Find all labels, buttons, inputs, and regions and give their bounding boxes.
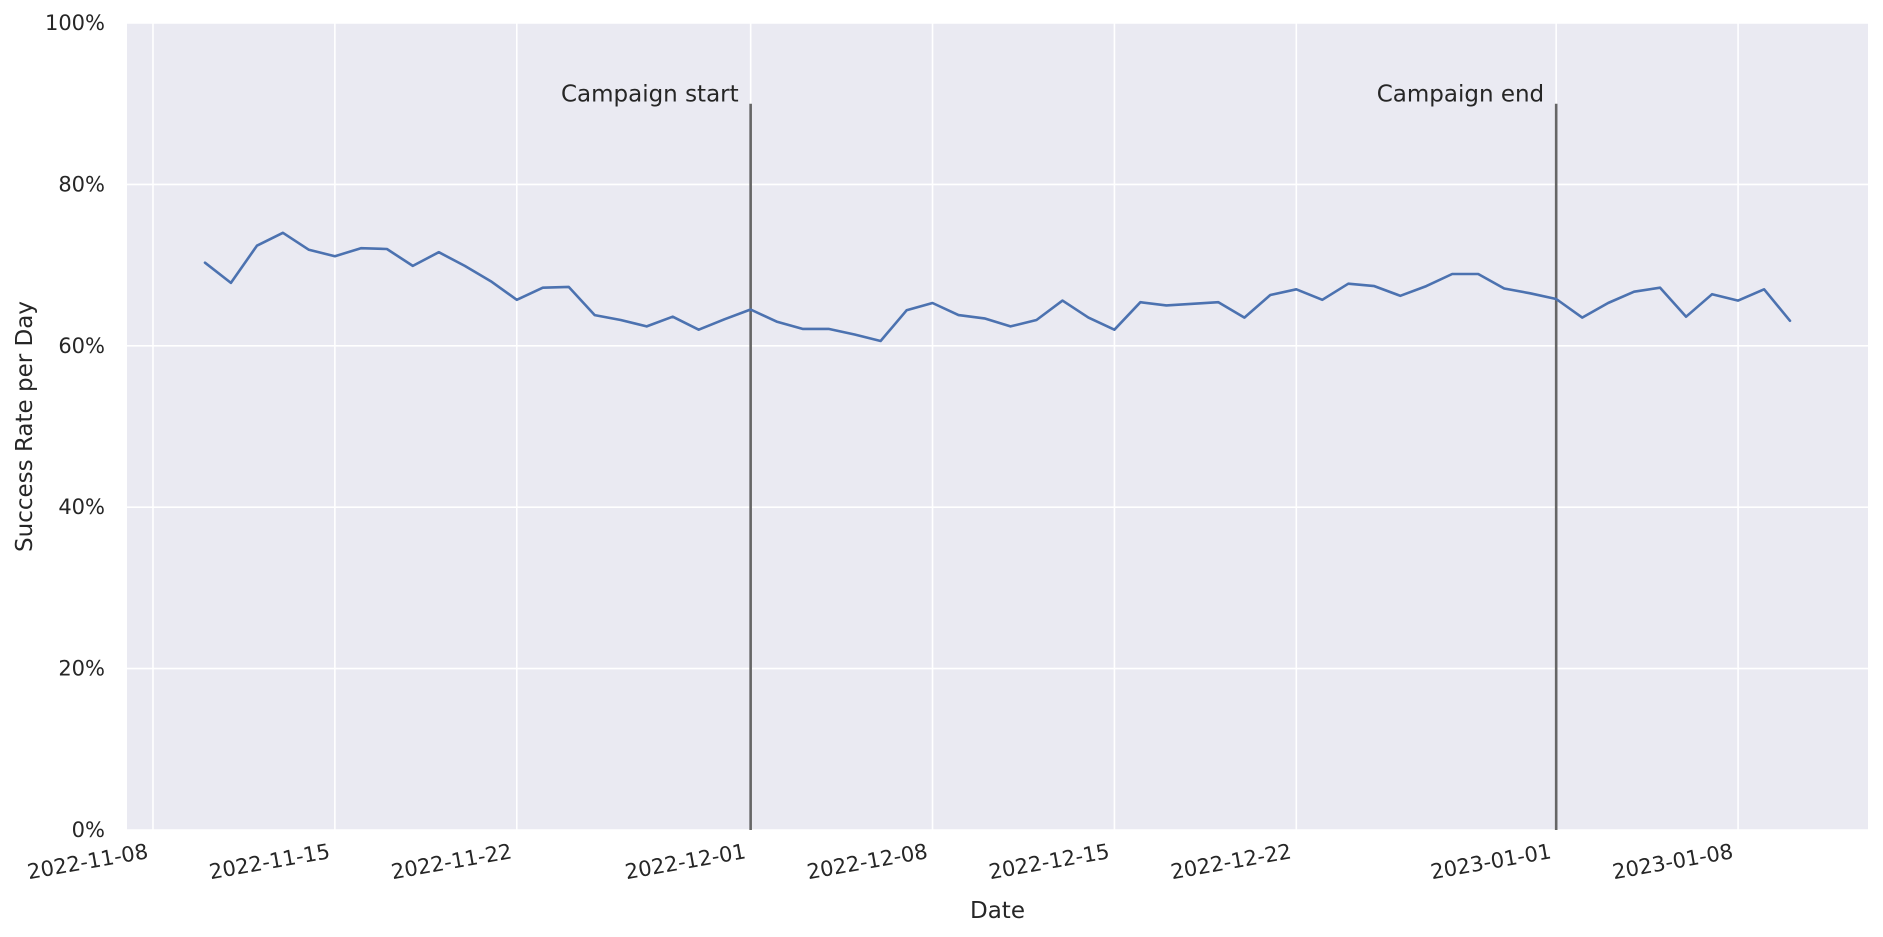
x-tick-label: 2022-12-22: [1169, 839, 1293, 884]
y-tick-label: 20%: [58, 657, 105, 681]
y-tick-label: 0%: [72, 818, 105, 842]
y-tick-label: 80%: [58, 172, 105, 196]
annotation-labels: Campaign start Campaign end: [561, 82, 1544, 108]
x-tick-label: 2023-01-01: [1429, 839, 1553, 884]
y-tick-label: 100%: [45, 11, 105, 35]
x-tick-label: 2022-12-08: [805, 839, 929, 884]
y-axis-title: Success Rate per Day: [12, 301, 38, 552]
x-axis-title: Date: [970, 898, 1025, 924]
x-axis-ticks: 2022-11-08 2022-11-15 2022-11-22 2022-12-01…: [25, 839, 1734, 884]
series-layer: [203, 231, 1792, 343]
x-tick-label: 2023-01-08: [1611, 839, 1735, 884]
annotation-lines: [749, 103, 1558, 830]
x-tick-label: 2022-12-01: [623, 839, 747, 884]
y-axis-ticks: 0% 20% 40% 60% 80% 100%: [45, 11, 105, 842]
x-tick-label: 2022-11-08: [25, 839, 149, 884]
y-tick-label: 60%: [58, 334, 105, 358]
annotation-label: Campaign start: [561, 82, 739, 108]
x-tick-label: 2022-11-22: [389, 839, 513, 884]
x-tick-label: 2022-11-15: [207, 839, 331, 884]
y-tick-label: 40%: [58, 495, 105, 519]
plot-area: [127, 23, 1868, 830]
x-tick-label: 2022-12-15: [987, 839, 1111, 884]
series-line: [203, 231, 1792, 343]
annotation-label: Campaign end: [1377, 82, 1544, 108]
